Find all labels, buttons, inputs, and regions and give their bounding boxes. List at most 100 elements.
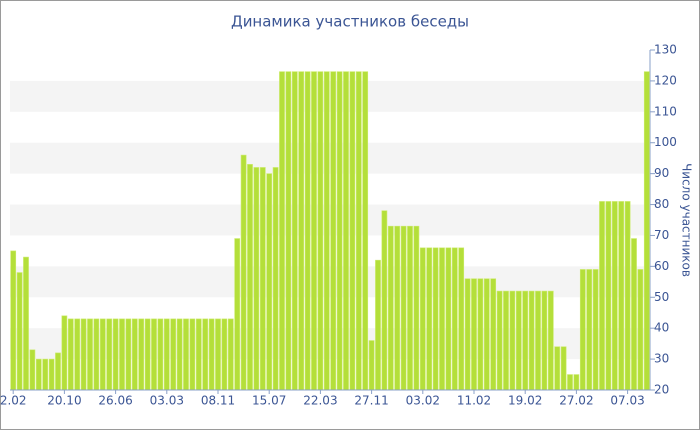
bar: [183, 318, 189, 391]
bar: [400, 225, 407, 391]
bar: [298, 71, 305, 391]
bar: [304, 71, 311, 391]
bar: [23, 256, 29, 391]
bar: [131, 318, 138, 391]
bar: [279, 71, 285, 391]
bar: [554, 346, 561, 391]
bar: [381, 210, 388, 391]
x-tick-label: 15.07: [252, 394, 286, 408]
y-tick-label: 100: [654, 135, 677, 149]
bar: [195, 318, 202, 391]
bar: [375, 259, 381, 391]
y-tick-label: 50: [654, 290, 669, 304]
bar: [515, 290, 522, 391]
bar: [599, 201, 605, 391]
x-tick-label: 22.03: [303, 394, 337, 408]
bar: [560, 346, 567, 391]
bar: [605, 201, 612, 391]
bar: [170, 318, 177, 391]
x-tick-label: 03.02: [406, 394, 440, 408]
y-tick-label: 20: [654, 383, 669, 397]
bar: [573, 374, 580, 391]
bar: [247, 164, 253, 391]
bar: [87, 318, 93, 391]
bar: [35, 358, 42, 391]
y-tick-label: 120: [654, 73, 677, 87]
bar: [631, 238, 637, 391]
bar: [291, 71, 298, 391]
bar: [592, 269, 599, 391]
bar: [106, 318, 113, 391]
bar: [48, 358, 55, 391]
grid-band: [10, 142, 650, 174]
bar: [490, 278, 497, 391]
bar: [112, 318, 119, 391]
bar: [215, 318, 221, 391]
x-tick-label: 03.03: [150, 394, 184, 408]
chart-title: Динамика участников беседы: [231, 13, 469, 31]
bar: [387, 225, 394, 391]
bar: [144, 318, 151, 391]
bar: [611, 201, 618, 391]
y-tick-label: 30: [654, 352, 669, 366]
bar: [503, 290, 509, 391]
bar: [483, 278, 490, 391]
bar: [74, 318, 81, 391]
x-tick-label: 27.11: [354, 394, 388, 408]
bar: [151, 318, 157, 391]
bar: [253, 167, 260, 391]
y-tick-label: 70: [654, 228, 669, 242]
bar: [317, 71, 324, 391]
bar: [163, 318, 170, 391]
bar: [522, 290, 529, 391]
bar: [336, 71, 343, 391]
bar: [10, 250, 17, 391]
y-tick-label: 80: [654, 197, 669, 211]
bar: [432, 247, 439, 391]
bar: [67, 318, 74, 391]
bar: [624, 201, 631, 391]
bar: [567, 374, 573, 391]
bar: [202, 318, 209, 391]
x-tick-label: 2.02: [0, 394, 27, 408]
bar: [29, 349, 36, 391]
bar: [349, 71, 356, 391]
bar: [119, 318, 125, 391]
bar: [355, 71, 362, 391]
bar: [439, 247, 445, 391]
bar: [42, 358, 49, 391]
y-axis-label: Число участников: [680, 163, 694, 277]
bar: [99, 318, 106, 391]
bar: [266, 173, 273, 391]
bar: [618, 201, 625, 391]
bar: [643, 71, 650, 391]
bar: [259, 167, 266, 391]
x-tick-label: 27.02: [559, 394, 593, 408]
bar: [323, 71, 330, 391]
bar: [311, 71, 317, 391]
bar: [125, 318, 132, 391]
bar: [464, 278, 471, 391]
bar: [240, 154, 247, 391]
x-tick-label: 11.02: [457, 394, 491, 408]
bar: [16, 272, 23, 391]
y-tick-label: 60: [654, 259, 669, 273]
bar: [343, 71, 349, 391]
bar: [234, 238, 241, 391]
bar: [138, 318, 145, 391]
grid-band: [10, 328, 650, 360]
bar: [528, 290, 535, 391]
bar: [458, 247, 465, 391]
bar: [208, 318, 215, 391]
bar: [477, 278, 484, 391]
x-tick-label: 26.06: [98, 394, 132, 408]
bar: [471, 278, 477, 391]
bar: [419, 247, 426, 391]
bar: [509, 290, 516, 391]
bar: [426, 247, 433, 391]
x-tick-label: 20.10: [47, 394, 81, 408]
bar: [579, 269, 586, 391]
y-tick-label: 90: [654, 166, 669, 180]
bar: [285, 71, 292, 391]
